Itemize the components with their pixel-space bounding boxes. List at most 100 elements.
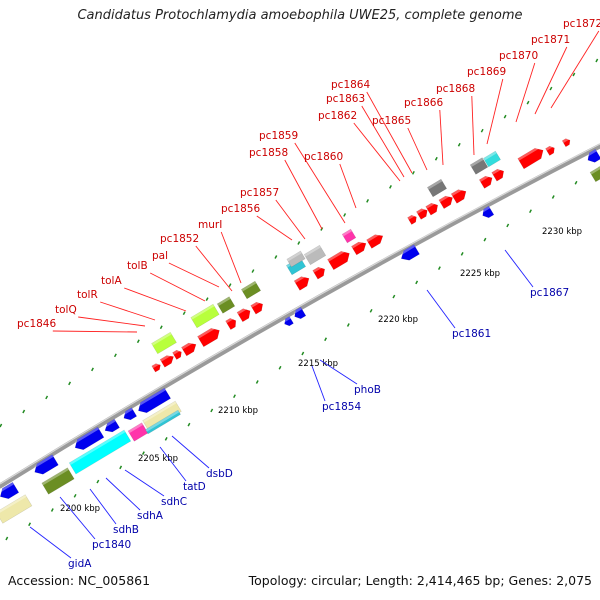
forward-gene-label[interactable]: pc1863 — [326, 93, 365, 105]
forward-gene-label[interactable]: pc1872 — [563, 18, 600, 30]
reverse-gene[interactable] — [480, 205, 495, 220]
forward-gene[interactable] — [545, 145, 557, 156]
forward-gene[interactable] — [293, 274, 312, 291]
forward-gene-label[interactable]: tolQ — [55, 304, 77, 316]
forward-gene-label[interactable]: pc1868 — [436, 83, 475, 95]
leader-line — [353, 122, 401, 182]
forward-gene[interactable] — [236, 306, 253, 323]
gene-box-cyan[interactable] — [483, 150, 501, 168]
forward-gene-label[interactable]: tolA — [101, 275, 122, 287]
forward-gene[interactable] — [197, 325, 222, 348]
forward-gene-label[interactable]: pc1871 — [531, 34, 570, 46]
forward-gene[interactable] — [478, 174, 494, 189]
forward-gene-body — [225, 317, 237, 330]
gene-box-lime[interactable] — [151, 331, 177, 355]
reverse-gene-label[interactable]: pc1861 — [452, 328, 491, 340]
forward-gene[interactable] — [438, 193, 455, 209]
reverse-gene-label[interactable]: dsbD — [206, 468, 233, 480]
forward-gene-label[interactable]: pc1869 — [467, 66, 506, 78]
reverse-gene-label[interactable]: pc1867 — [530, 287, 569, 299]
forward-gene[interactable] — [450, 187, 469, 204]
forward-gene-label[interactable]: pal — [152, 250, 168, 262]
forward-gene-body — [351, 241, 367, 256]
reverse-gene-label[interactable]: sdhC — [161, 496, 187, 508]
forward-gene-label[interactable]: pc1846 — [17, 318, 56, 330]
reverse-gene[interactable] — [585, 148, 600, 165]
forward-gene[interactable] — [225, 316, 239, 330]
forward-gene-label[interactable]: pc1857 — [240, 187, 279, 199]
gene-box-olive[interactable] — [216, 296, 236, 314]
tick-dot-inner — [324, 337, 328, 342]
forward-gene-label[interactable]: pc1866 — [404, 97, 443, 109]
forward-gene-label[interactable]: tolB — [127, 260, 148, 272]
forward-gene-label[interactable]: pc1864 — [331, 79, 370, 91]
gene-box-olive[interactable] — [240, 280, 262, 300]
reverse-gene[interactable] — [72, 426, 105, 453]
reverse-gene[interactable] — [121, 407, 138, 423]
reverse-gene[interactable] — [32, 454, 59, 478]
forward-gene-label[interactable]: pc1852 — [160, 233, 199, 245]
gene-box-khaki[interactable] — [0, 494, 33, 524]
reverse-gene[interactable] — [398, 244, 420, 264]
gene-box-darkgray[interactable] — [469, 157, 489, 175]
gene-box-darkgray[interactable] — [426, 178, 448, 198]
forward-gene[interactable] — [366, 232, 386, 249]
forward-gene[interactable] — [407, 214, 419, 225]
tick-dot-outer — [113, 353, 117, 358]
forward-gene-label[interactable]: pc1856 — [221, 203, 260, 215]
reverse-gene[interactable] — [292, 306, 307, 321]
gene-box-olive[interactable] — [589, 165, 600, 183]
gene-box-gray[interactable] — [286, 250, 306, 268]
forward-gene[interactable] — [561, 137, 572, 148]
forward-gene[interactable] — [327, 248, 352, 271]
forward-gene[interactable] — [159, 353, 176, 368]
forward-gene-label[interactable]: pc1865 — [372, 115, 411, 127]
reverse-gene-label[interactable]: gidA — [68, 558, 92, 570]
reverse-gene-label[interactable]: pc1854 — [322, 401, 361, 413]
forward-gene-label[interactable]: murI — [198, 219, 222, 231]
reverse-gene[interactable] — [135, 387, 172, 416]
forward-gene-label[interactable]: pc1860 — [304, 151, 343, 163]
forward-gene[interactable] — [181, 340, 198, 357]
gene-box-magenta-shine — [128, 422, 144, 434]
reverse-gene-body — [34, 454, 59, 475]
reverse-gene[interactable] — [283, 316, 294, 328]
ruler-label: 2205 kbp — [138, 454, 178, 464]
gene-box-cyan[interactable] — [68, 429, 132, 475]
forward-gene-label[interactable]: pc1870 — [499, 50, 538, 62]
gene-box-cyan[interactable] — [145, 409, 181, 435]
gene-box-gray[interactable] — [303, 244, 327, 266]
gene-box-magenta[interactable] — [127, 422, 149, 442]
forward-gene[interactable] — [351, 239, 368, 256]
reverse-gene-label[interactable]: phoB — [354, 384, 381, 396]
gene-box-khaki[interactable] — [142, 400, 182, 432]
forward-gene[interactable] — [517, 145, 546, 170]
reverse-gene-label[interactable]: pc1840 — [92, 539, 131, 551]
forward-gene[interactable] — [250, 300, 266, 315]
gene-box-olive-body — [41, 467, 75, 495]
forward-gene-label[interactable]: pc1858 — [249, 147, 288, 159]
tick-dots — [0, 58, 600, 541]
forward-gene[interactable] — [425, 201, 441, 216]
forward-gene[interactable] — [151, 362, 162, 373]
gene-features[interactable] — [0, 137, 600, 524]
forward-gene-label[interactable]: pc1862 — [318, 110, 357, 122]
forward-gene[interactable] — [416, 207, 429, 220]
reverse-gene[interactable] — [102, 418, 120, 435]
forward-gene[interactable] — [491, 167, 507, 182]
reverse-gene-label[interactable]: tatD — [183, 481, 206, 493]
gene-box-lime[interactable] — [190, 303, 220, 329]
forward-gene-label[interactable]: pc1859 — [259, 130, 298, 142]
reverse-gene-label[interactable]: sdhA — [137, 510, 164, 522]
gene-box-magenta[interactable] — [341, 228, 357, 244]
reverse-gene[interactable] — [0, 481, 20, 502]
leader-line — [256, 215, 293, 241]
forward-gene[interactable] — [172, 349, 184, 360]
reverse-gene-label[interactable]: sdhB — [113, 524, 139, 536]
gene-box-olive[interactable] — [41, 467, 75, 495]
gene-box-olive-body — [240, 280, 262, 300]
forward-gene-label[interactable]: tolR — [77, 289, 98, 301]
forward-gene[interactable] — [312, 265, 328, 280]
